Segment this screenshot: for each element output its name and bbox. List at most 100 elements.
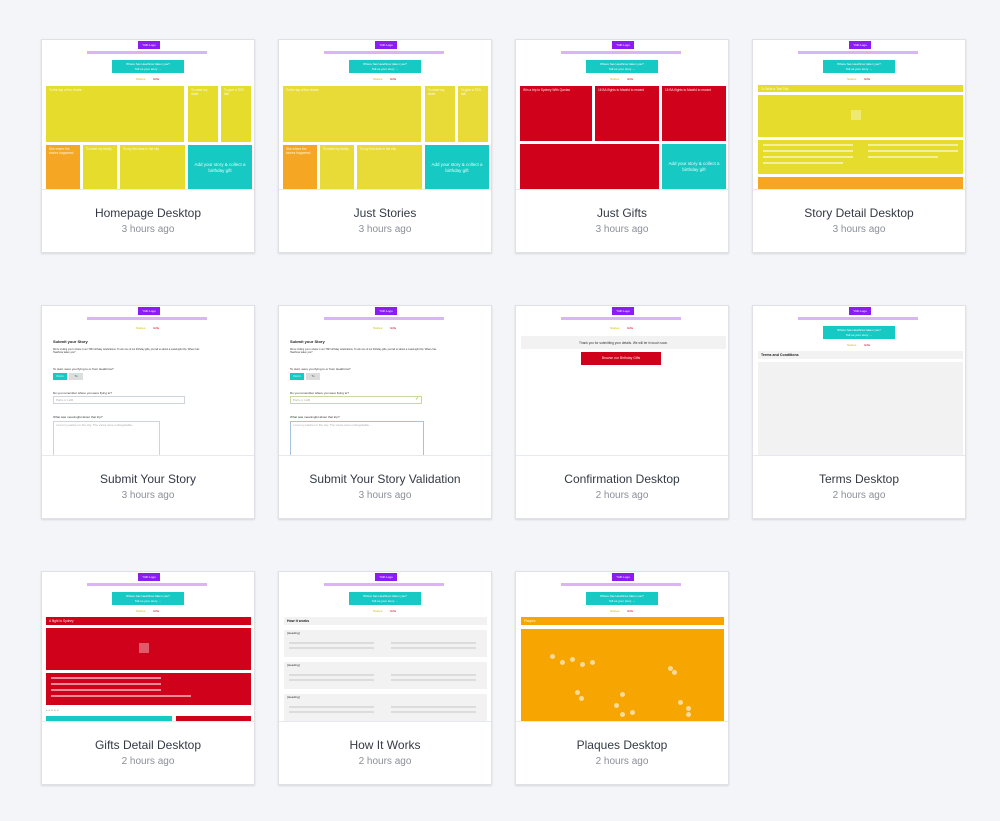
tabs: Stories Gifts xyxy=(373,609,397,613)
logo: Yldh Logo xyxy=(849,307,871,315)
terms-heading: Terms and Conditions xyxy=(758,351,963,359)
card-title: Gifts Detail Desktop xyxy=(94,738,202,752)
gift-heading-bar: A flight to Sydney xyxy=(46,617,251,625)
card-title: Story Detail Desktop xyxy=(804,206,914,220)
cta-banner: Where has Heathrow taken you? Tell us you… xyxy=(349,592,421,605)
nav-bar xyxy=(561,51,681,54)
question-1: To start, were you flying to or from Hea… xyxy=(290,367,351,371)
card-title: Confirmation Desktop xyxy=(564,472,680,486)
card-thumbnail: Yldh Logo Where has Heathrow taken you? T… xyxy=(42,572,254,722)
detail-footer xyxy=(758,177,963,189)
story-tile: To my first date in the city xyxy=(357,145,422,189)
design-card-just-gifts[interactable]: Yldh Logo Where has Heathrow taken you? T… xyxy=(515,39,729,253)
gift-tile: 16 BA flights to Madrid to reward xyxy=(595,86,659,141)
card-title: Submit Your Story xyxy=(99,472,197,486)
to-option: To xyxy=(306,373,320,380)
logo: Yldh Logo xyxy=(138,573,160,581)
story-tile: To my first date in the city xyxy=(120,145,185,189)
tabs: Stories Gifts xyxy=(847,343,871,347)
cta-banner: Where has Heathrow taken you? Tell us you… xyxy=(112,60,184,73)
tabs: Stories Gifts xyxy=(373,77,397,81)
submit-intro: We're inviting you to share in our 70th … xyxy=(53,348,200,354)
story-textarea: I met my partner in the city. The views … xyxy=(290,421,424,455)
cta-banner: Where has Heathrow taken you? Tell us you… xyxy=(349,60,421,73)
design-card-gifts-detail-desktop[interactable]: Yldh Logo Where has Heathrow taken you? T… xyxy=(41,571,255,785)
story-tile: To the top of the charts xyxy=(283,86,421,142)
nav-bar xyxy=(87,583,207,586)
confirmation-message: Thank you for submitting your details. W… xyxy=(521,336,726,349)
card-thumbnail: Yldh Logo Where has Heathrow taken you? T… xyxy=(753,40,965,190)
logo: Yldh Logo xyxy=(375,41,397,49)
valid-check-icon: ✓ xyxy=(415,396,420,402)
card-timestamp: 2 hours ago xyxy=(595,756,649,767)
submit-heading: Submit your Story xyxy=(53,339,88,344)
card-title: Homepage Desktop xyxy=(94,206,202,220)
card-title: Just Gifts xyxy=(596,206,647,220)
card-timestamp: 2 hours ago xyxy=(358,756,412,767)
question-2: Do you remember where you were flying to… xyxy=(53,391,112,395)
design-card-story-detail-desktop[interactable]: Yldh Logo Where has Heathrow taken you? T… xyxy=(752,39,966,253)
story-tile: To give a TED talk xyxy=(458,86,488,142)
design-card-terms-desktop[interactable]: Yldh Logo Where has Heathrow taken you? T… xyxy=(752,305,966,519)
card-timestamp: 3 hours ago xyxy=(121,490,175,501)
nav-bar xyxy=(87,317,207,320)
nav-bar xyxy=(798,51,918,54)
gift-cta-right xyxy=(176,716,251,721)
card-thumbnail: Yldh Logo Where has Heathrow taken you? T… xyxy=(516,40,728,190)
question-2: Do you remember where you were flying to… xyxy=(290,391,349,395)
logo: Yldh Logo xyxy=(138,307,160,315)
how-heading: How it works xyxy=(284,617,487,625)
design-card-homepage-desktop[interactable]: Yldh Logo Where has Heathrow taken you? T… xyxy=(41,39,255,253)
cta-banner: Where has Heathrow taken you? Tell us you… xyxy=(586,60,658,73)
card-thumbnail: Yldh Logo Where has Heathrow taken you? T… xyxy=(279,40,491,190)
tabs: Stories Gifts xyxy=(610,77,634,81)
submit-intro: We're inviting you to share in our 70th … xyxy=(290,348,437,354)
nav-bar xyxy=(87,51,207,54)
card-title: How It Works xyxy=(349,738,421,752)
card-timestamp: 3 hours ago xyxy=(358,490,412,501)
design-card-plaques-desktop[interactable]: Yldh Logo Where has Heathrow taken you? T… xyxy=(515,571,729,785)
tabs: Stories Gifts xyxy=(610,326,634,330)
card-timestamp: 3 hours ago xyxy=(832,224,886,235)
tabs: Stories Gifts xyxy=(610,609,634,613)
tabs: Stories Gifts xyxy=(373,326,397,330)
gift-tile xyxy=(520,144,659,189)
card-title: Plaques Desktop xyxy=(576,738,668,752)
nav-bar xyxy=(561,583,681,586)
card-timestamp: 2 hours ago xyxy=(121,756,175,767)
story-tile: She where the stories happened xyxy=(283,145,317,189)
destination-input: Paris or LHR xyxy=(290,396,422,404)
nav-bar xyxy=(324,317,444,320)
design-card-submit-your-story[interactable]: Yldh Logo Stories Gifts Submit your Story… xyxy=(41,305,255,519)
logo: Yldh Logo xyxy=(138,41,160,49)
gift-tile: Win a trip to Sydney With Qantas xyxy=(520,86,592,141)
logo: Yldh Logo xyxy=(849,41,871,49)
design-card-how-it-works[interactable]: Yldh Logo Where has Heathrow taken you? T… xyxy=(278,571,492,785)
card-thumbnail: Yldh Logo Where has Heathrow taken you? T… xyxy=(516,572,728,722)
from-option: From xyxy=(53,373,67,380)
design-card-just-stories[interactable]: Yldh Logo Where has Heathrow taken you? T… xyxy=(278,39,492,253)
detail-image xyxy=(758,95,963,137)
cta-banner: Where has Heathrow taken you? Tell us you… xyxy=(823,60,895,73)
card-timestamp: 2 hours ago xyxy=(595,490,649,501)
story-tile: To meet my sister xyxy=(425,86,455,142)
tabs: Stories Gifts xyxy=(847,77,871,81)
gift-cta-left xyxy=(46,716,172,721)
image-placeholder-icon xyxy=(139,643,149,653)
card-title: Terms Desktop xyxy=(818,472,900,486)
card-timestamp: 3 hours ago xyxy=(121,224,175,235)
logo: Yldh Logo xyxy=(612,307,634,315)
design-card-confirmation-desktop[interactable]: Yldh Logo Stories Gifts Thank you for sub… xyxy=(515,305,729,519)
browse-gifts-button: Browse our Birthday Gifts xyxy=(581,352,661,365)
submit-heading: Submit your Story xyxy=(290,339,325,344)
story-tile: She where the stories happened xyxy=(46,145,80,189)
card-thumbnail: Yldh Logo Where has Heathrow taken you? T… xyxy=(42,40,254,190)
design-card-submit-your-story-validation[interactable]: Yldh Logo Stories Gifts Submit your Story… xyxy=(278,305,492,519)
story-tile: To give a TED talk xyxy=(221,86,251,142)
story-tile: To meet my family xyxy=(320,145,354,189)
cta-banner: Where has Heathrow taken you? Tell us you… xyxy=(112,592,184,605)
add-story-tile: Add your story & collect a birthday gift xyxy=(188,145,252,189)
question-1: To start, were you flying to or from Hea… xyxy=(53,367,114,371)
story-tile: To the top of the charts xyxy=(46,86,184,142)
gift-meta: • • • • • • • • • xyxy=(46,709,60,712)
